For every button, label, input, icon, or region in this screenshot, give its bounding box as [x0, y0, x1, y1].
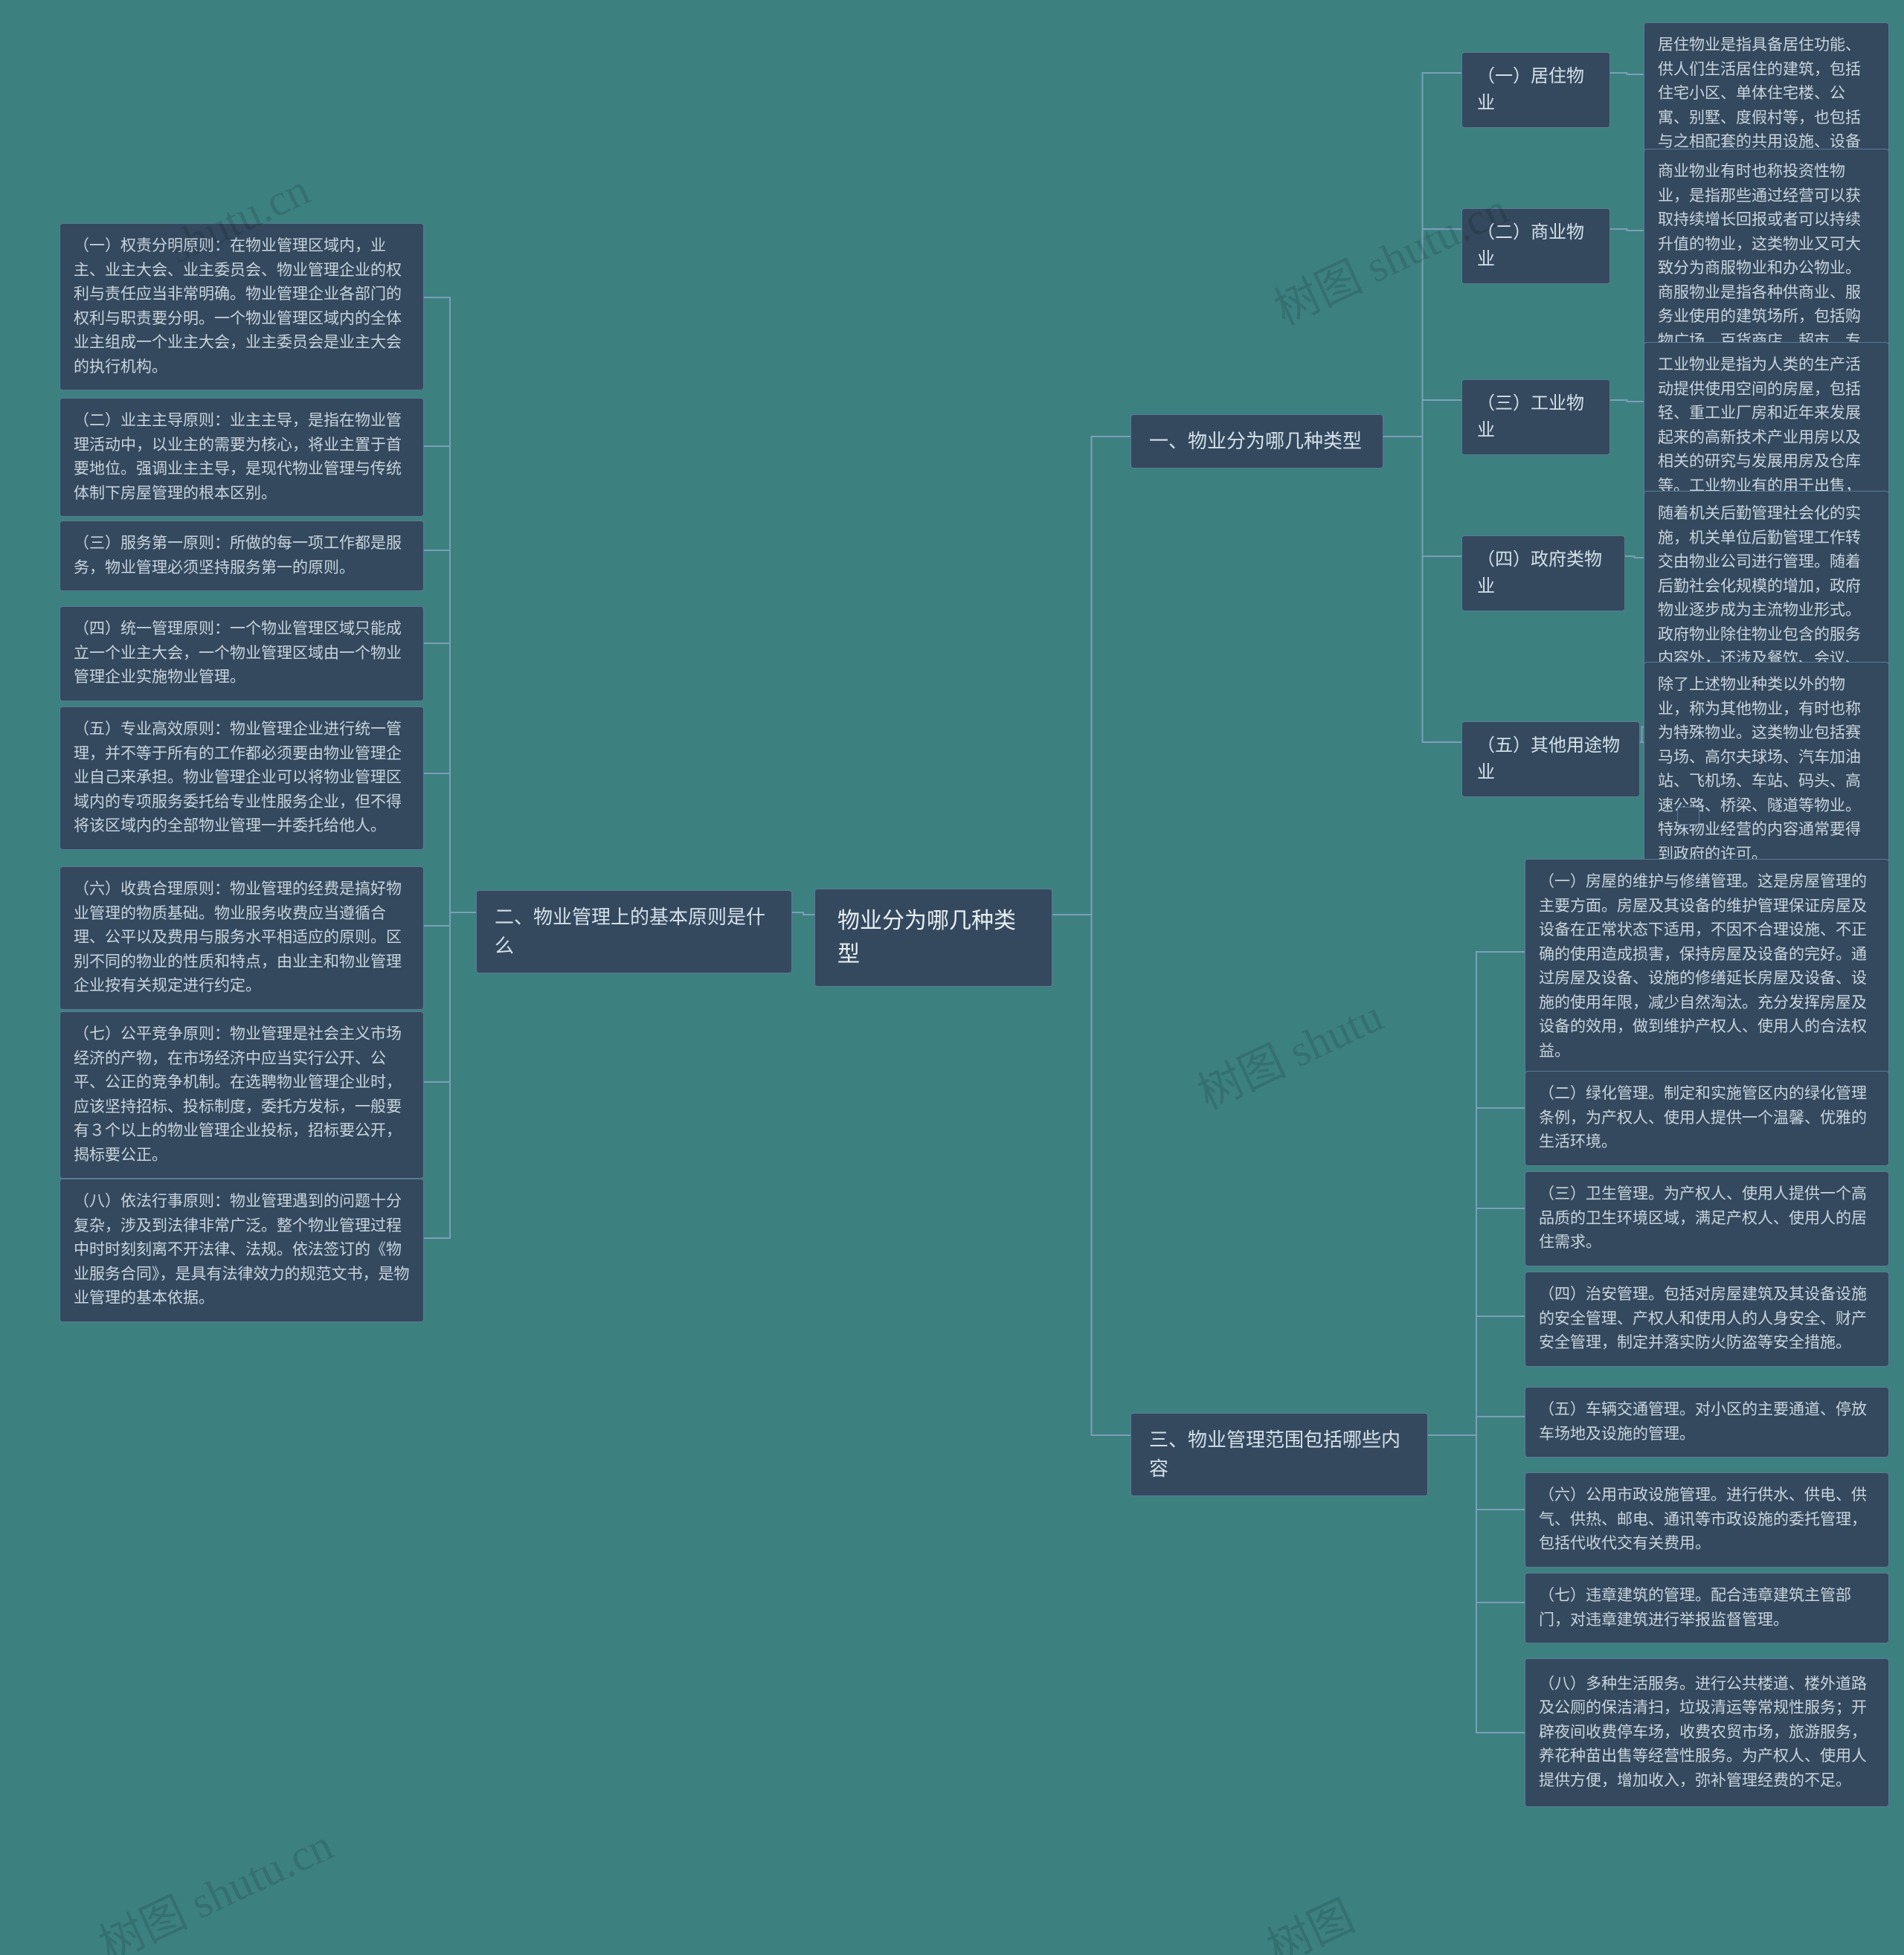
mindmap-node: （六）收费合理原则：物业管理的经费是搞好物业管理的物质基础。物业服务收费应当遵循… [60, 866, 424, 1010]
mindmap-node: （六）公用市政设施管理。进行供水、供电、供气、供热、邮电、通讯等市政设施的委托管… [1525, 1472, 1889, 1568]
watermark: 树图 shutu.cn [87, 1809, 341, 1955]
mindmap-node: （一）居住物业 [1461, 52, 1610, 128]
mindmap-node: （三）卫生管理。为产权人、使用人提供一个高品质的卫生环境区域，满足产权人、使用人… [1525, 1171, 1889, 1266]
mindmap-node: 除了上述物业种类以外的物业，称为其他物业，有时也称为特殊物业。这类物业包括赛马场… [1644, 662, 1889, 877]
mindmap-node: 物业分为哪几种类型 [814, 889, 1052, 987]
watermark: 树图 shutu [1186, 980, 1392, 1122]
mindmap-node: （二）业主主导原则：业主主导，是指在物业管理活动中，以业主的需要为核心，将业主置… [60, 398, 424, 517]
mindmap-node: （四）政府类物业 [1461, 535, 1625, 611]
mindmap-node: 三、物业管理范围包括哪些内容 [1130, 1413, 1428, 1496]
mindmap-node: （七）公平竞争原则：物业管理是社会主义市场经济的产物，在市场经济中应当实行公开、… [60, 1011, 424, 1179]
mindmap-node: （四）统一管理原则：一个物业管理区域只能成立一个业主大会，一个物业管理区域由一个… [60, 606, 424, 701]
mindmap-node: （二）绿化管理。制定和实施管区内的绿化管理条例，为产权人、使用人提供一个温馨、优… [1525, 1071, 1889, 1166]
mindmap-node: 二、物业管理上的基本原则是什么 [476, 890, 792, 973]
mindmap-node: （二）商业物业 [1461, 208, 1610, 284]
mindmap-node: （八）多种生活服务。进行公共楼道、楼外道路及公厕的保洁清扫，垃圾清运等常规性服务… [1525, 1658, 1889, 1807]
mindmap-node: （五）其他用途物业 [1461, 721, 1640, 797]
mindmap-node: （三）工业物业 [1461, 379, 1610, 455]
collapsed-stub[interactable] [1677, 807, 1699, 825]
mindmap-node: （八）依法行事原则：物业管理遇到的问题十分复杂，涉及到法律非常广泛。整个物业管理… [60, 1179, 424, 1322]
mindmap-node: （四）治安管理。包括对房屋建筑及其设备设施的安全管理、产权人和使用人的人身安全、… [1525, 1272, 1889, 1367]
watermark: 树图 [1255, 1881, 1363, 1955]
mindmap-node: （七）违章建筑的管理。配合违章建筑主管部门，对违章建筑进行举报监督管理。 [1525, 1573, 1889, 1643]
mindmap-node: （五）车辆交通管理。对小区的主要通道、停放车场地及设施的管理。 [1525, 1387, 1889, 1458]
mindmap-node: （五）专业高效原则：物业管理企业进行统一管理，并不等于所有的工作都必须要由物业管… [60, 706, 424, 850]
mindmap-node: 一、物业分为哪几种类型 [1130, 414, 1383, 468]
mindmap-node: （三）服务第一原则：所做的每一项工作都是服务，物业管理必须坚持服务第一的原则。 [60, 521, 424, 591]
mindmap-node: （一）房屋的维护与修缮管理。这是房屋管理的主要方面。房屋及其设备的维护管理保证房… [1525, 859, 1889, 1075]
mindmap-node: （一）权责分明原则：在物业管理区域内，业主、业主大会、业主委员会、物业管理企业的… [60, 223, 424, 390]
